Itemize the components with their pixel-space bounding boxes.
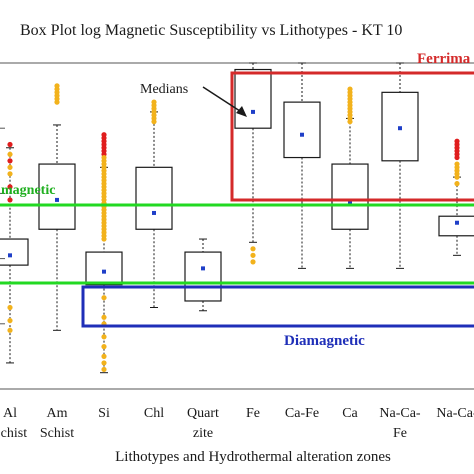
x-tick-label: Na-Ca- [379, 406, 421, 421]
box-body [381, 91, 419, 162]
x-tick-label-line2: zite [193, 426, 213, 441]
x-tick-label: Fe [246, 406, 260, 421]
median-marker [102, 269, 106, 274]
box-body [184, 251, 222, 302]
x-tick-label: Al [3, 406, 17, 421]
x-tick-label: Chl [144, 406, 164, 421]
outlier-red [7, 197, 13, 203]
outlier-orange [7, 327, 13, 333]
outlier-orange [54, 99, 60, 105]
box-body [234, 68, 272, 129]
ferrimagnetic-region [230, 71, 474, 202]
outlier-orange [250, 246, 256, 252]
box-body [0, 238, 29, 266]
diamagnetic-region [81, 285, 474, 328]
outlier-orange [101, 353, 107, 359]
outlier-orange [101, 366, 107, 373]
outlier-orange [101, 334, 107, 340]
x-axis-label: Lithotypes and Hydrothermal alteration z… [115, 449, 391, 465]
outlier-orange [454, 174, 460, 180]
paramagnetic-label: magnetic [1, 183, 55, 198]
box-4 [184, 238, 222, 312]
box-6 [283, 62, 321, 269]
ferrimagnetic-label: Ferrima [417, 51, 471, 67]
regions-layer: Ferrima magnetic Diamagnetic Medians [0, 51, 474, 349]
outlier-red [7, 141, 13, 148]
box-5 [234, 62, 272, 243]
box-9 [438, 176, 474, 256]
box-body [438, 215, 474, 237]
box-body [38, 163, 76, 230]
outlier-orange [7, 304, 13, 311]
box-body [283, 101, 321, 159]
x-tick-labels: Al Schist Am Schist Si Chl Quart zite Fe Ca-Fe Ca N… [0, 406, 474, 441]
outlier-orange [7, 171, 13, 177]
outlier-red [7, 184, 13, 190]
boxes-layer [0, 62, 474, 374]
median-marker [300, 132, 304, 137]
x-tick-label-line2: Fe [393, 426, 407, 441]
x-tick-label-line2: Schist [0, 426, 27, 441]
medians-label: Medians [140, 82, 188, 97]
diamagnetic-label: Diamagnetic [284, 333, 365, 349]
box-0 [0, 147, 29, 364]
x-tick-label: Si [98, 406, 110, 421]
outlier-orange [101, 295, 107, 301]
median-marker [348, 201, 352, 206]
outliers-layer [7, 83, 460, 373]
outlier-red [7, 158, 13, 164]
median-marker [398, 126, 402, 131]
box-body [85, 251, 123, 286]
outlier-orange [7, 164, 13, 170]
y-axis-ticks [0, 62, 5, 390]
outlier-orange [151, 119, 157, 125]
median-marker [8, 253, 12, 258]
x-tick-label-line2: Schist [40, 426, 74, 441]
outlier-red [454, 154, 460, 161]
x-tick-label: Ca-Fe [285, 406, 319, 421]
medians-arrow-line [202, 86, 244, 114]
x-tick-label: Quart [187, 406, 219, 421]
box-1 [38, 124, 76, 331]
outlier-orange [101, 360, 107, 366]
outlier-orange [101, 344, 107, 350]
outlier-orange [7, 317, 13, 324]
medians-arrow-head [236, 106, 247, 117]
median-marker [152, 210, 156, 215]
outlier-orange [250, 259, 256, 265]
outlier-orange [101, 236, 107, 242]
median-marker [55, 197, 59, 202]
box-8 [381, 62, 419, 269]
box-body [135, 166, 173, 230]
median-marker [455, 220, 459, 225]
outlier-orange [101, 314, 107, 320]
median-marker [201, 266, 205, 271]
x-tick-label: Na-Ca- [436, 406, 474, 421]
x-tick-label: Ca [342, 406, 358, 421]
chart-title: Box Plot log Magnetic Susceptibility vs … [20, 22, 402, 39]
x-tick-label: Am [47, 406, 68, 421]
outlier-orange [250, 252, 256, 258]
outlier-orange [347, 119, 353, 125]
outlier-orange [454, 181, 460, 187]
box-body [331, 163, 369, 230]
outlier-orange [7, 151, 13, 157]
median-marker [251, 109, 255, 114]
outlier-orange [54, 86, 60, 92]
